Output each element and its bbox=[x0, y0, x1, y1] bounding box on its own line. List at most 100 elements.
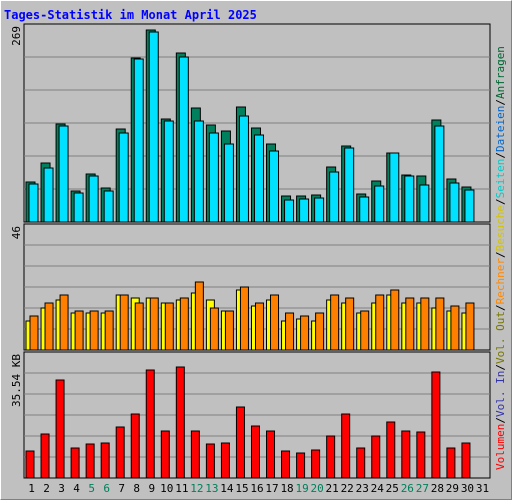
bar-rechner-day-26 bbox=[405, 297, 415, 351]
x-tick-label-day-7: 7 bbox=[118, 482, 125, 495]
bar-dateien-day-9 bbox=[148, 31, 159, 223]
y-max-label-requests: 269 bbox=[10, 26, 23, 46]
bar-volumen-day-25 bbox=[386, 421, 396, 479]
x-tick-label-day-16: 16 bbox=[250, 482, 263, 495]
bar-rechner-day-14 bbox=[224, 310, 234, 351]
bar-dateien-day-3 bbox=[58, 125, 69, 223]
bar-rechner-day-4 bbox=[74, 310, 84, 351]
bar-dateien-day-4 bbox=[73, 192, 84, 223]
bar-rechner-day-29 bbox=[450, 305, 460, 351]
bar-dateien-day-17 bbox=[269, 150, 280, 223]
bar-rechner-day-27 bbox=[420, 297, 430, 351]
bar-volumen-day-12 bbox=[190, 430, 200, 479]
bar-dateien-day-19 bbox=[299, 198, 310, 223]
bar-volumen-day-30 bbox=[461, 442, 471, 479]
bar-rechner-day-13 bbox=[209, 307, 219, 351]
bar-dateien-day-11 bbox=[178, 56, 189, 223]
legend-vertical: Volumen/Vol. In/Vol. Out/Rechner/Besuche… bbox=[492, 24, 512, 492]
x-tick-label-day-30: 30 bbox=[461, 482, 474, 495]
x-tick-label-day-9: 9 bbox=[148, 482, 155, 495]
bar-rechner-day-30 bbox=[465, 302, 475, 351]
bar-rechner-day-1 bbox=[29, 315, 39, 351]
x-tick-label-day-19: 19 bbox=[295, 482, 308, 495]
x-tick-label-day-21: 21 bbox=[326, 482, 339, 495]
legend-dateien: Dateien bbox=[494, 105, 507, 153]
x-tick-label-day-14: 14 bbox=[220, 482, 234, 495]
bar-rechner-day-5 bbox=[89, 310, 99, 351]
bar-dateien-day-7 bbox=[118, 132, 129, 223]
bar-volumen-day-7 bbox=[115, 426, 125, 479]
bar-dateien-day-15 bbox=[238, 115, 249, 223]
bar-dateien-day-2 bbox=[43, 167, 54, 223]
x-tick-label-day-4: 4 bbox=[73, 482, 80, 495]
x-tick-label-day-5: 5 bbox=[88, 482, 95, 495]
bar-volumen-day-28 bbox=[431, 371, 441, 479]
bar-volumen-day-15 bbox=[235, 406, 245, 479]
bar-volumen-day-11 bbox=[175, 366, 185, 479]
bar-volumen-day-2 bbox=[40, 433, 50, 479]
bar-volumen-day-5 bbox=[85, 443, 95, 479]
bar-dateien-day-22 bbox=[344, 147, 355, 223]
bar-rechner-day-22 bbox=[345, 297, 355, 351]
bar-dateien-day-14 bbox=[223, 143, 234, 223]
bar-dateien-day-12 bbox=[193, 120, 204, 223]
bar-rechner-day-15 bbox=[239, 286, 249, 351]
bar-volumen-day-23 bbox=[356, 447, 366, 479]
bar-dateien-day-30 bbox=[464, 189, 475, 223]
x-tick-label-day-24: 24 bbox=[371, 482, 385, 495]
bar-dateien-day-27 bbox=[419, 184, 430, 223]
bar-rechner-day-8 bbox=[134, 302, 144, 351]
bar-rechner-day-10 bbox=[164, 302, 174, 351]
bar-dateien-day-5 bbox=[88, 175, 99, 223]
bar-dateien-day-24 bbox=[374, 185, 385, 223]
bar-volumen-day-3 bbox=[55, 379, 65, 479]
x-tick-label-day-15: 15 bbox=[235, 482, 248, 495]
bar-volumen-day-9 bbox=[145, 369, 155, 479]
bar-volumen-day-20 bbox=[311, 449, 321, 479]
bar-rechner-day-11 bbox=[179, 297, 189, 351]
legend-rechner: Rechner bbox=[494, 258, 507, 305]
legend-seiten: Seiten bbox=[494, 158, 507, 199]
bar-dateien-day-13 bbox=[208, 132, 219, 223]
chart-title: Tages-Statistik im Monat April 2025 bbox=[4, 8, 257, 22]
legend-volumen: Volumen bbox=[494, 423, 507, 470]
x-tick-label-day-29: 29 bbox=[446, 482, 459, 495]
bar-volumen-day-21 bbox=[326, 435, 336, 479]
x-tick-label-day-8: 8 bbox=[133, 482, 140, 495]
legend-besuche: Besuche bbox=[494, 205, 507, 252]
x-tick-label-day-23: 23 bbox=[356, 482, 369, 495]
bar-rechner-day-3 bbox=[59, 294, 69, 351]
x-tick-label-day-1: 1 bbox=[28, 482, 35, 495]
x-tick-label-day-13: 13 bbox=[205, 482, 218, 495]
bar-rechner-day-18 bbox=[285, 312, 295, 351]
legend-vol-in: Vol. In bbox=[494, 370, 507, 417]
bar-volumen-day-27 bbox=[416, 431, 426, 479]
bar-rechner-day-9 bbox=[149, 297, 159, 351]
bar-rechner-day-12 bbox=[194, 281, 204, 351]
bar-rechner-day-20 bbox=[315, 312, 325, 351]
x-tick-label-day-2: 2 bbox=[43, 482, 50, 495]
x-tick-label-day-10: 10 bbox=[160, 482, 173, 495]
x-tick-label-day-3: 3 bbox=[58, 482, 65, 495]
bar-rechner-day-7 bbox=[119, 294, 129, 351]
bar-dateien-day-1 bbox=[28, 183, 39, 223]
bar-volumen-day-29 bbox=[446, 447, 456, 479]
x-tick-label-day-12: 12 bbox=[190, 482, 203, 495]
bar-dateien-day-6 bbox=[103, 190, 114, 223]
bar-volumen-day-6 bbox=[100, 442, 110, 479]
bar-dateien-day-16 bbox=[253, 134, 264, 223]
x-tick-label-day-27: 27 bbox=[416, 482, 429, 495]
x-tick-label-day-25: 25 bbox=[386, 482, 399, 495]
bar-dateien-day-20 bbox=[314, 197, 325, 223]
bar-dateien-day-21 bbox=[329, 171, 340, 223]
x-tick-label-day-26: 26 bbox=[401, 482, 414, 495]
bar-rechner-day-17 bbox=[270, 294, 280, 351]
bar-volumen-day-10 bbox=[160, 430, 170, 479]
legend-text: Volumen/Vol. In/Vol. Out/Rechner/Besuche… bbox=[494, 46, 507, 470]
bar-rechner-day-25 bbox=[390, 289, 400, 351]
bar-volumen-day-14 bbox=[220, 442, 230, 479]
bar-dateien-day-28 bbox=[434, 125, 445, 223]
x-tick-label-day-20: 20 bbox=[311, 482, 324, 495]
bar-rechner-day-23 bbox=[360, 310, 370, 351]
y-max-label-visits: 46 bbox=[10, 226, 23, 239]
